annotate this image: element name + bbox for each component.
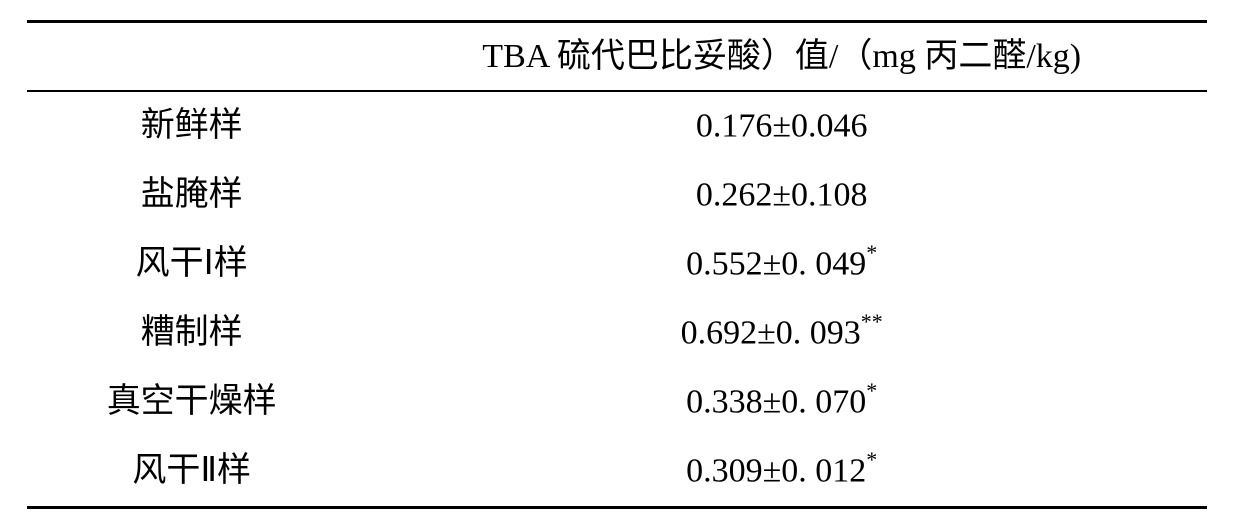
value-text: 0.262±0.108 (696, 176, 868, 213)
row-value: 0.552±0. 049* (357, 230, 1207, 299)
table-row: 盐腌样 0.262±0.108 (27, 161, 1207, 230)
row-label: 糟制样 (27, 299, 357, 368)
table-row: 糟制样 0.692±0. 093** (27, 299, 1207, 368)
table-row: 新鲜样 0.176±0.046 (27, 91, 1207, 161)
table-row: 风干Ⅰ样 0.552±0. 049* (27, 230, 1207, 299)
row-value: 0.338±0. 070* (357, 368, 1207, 437)
row-value: 0.692±0. 093** (357, 299, 1207, 368)
tba-table-container: TBA 硫代巴比妥酸）值/（mg 丙二醛/kg) 新鲜样 0.176±0.046… (27, 20, 1207, 509)
table-row: 风干Ⅱ样 0.309±0. 012* (27, 437, 1207, 508)
header-value-col: TBA 硫代巴比妥酸）值/（mg 丙二醛/kg) (357, 22, 1207, 92)
row-label: 新鲜样 (27, 91, 357, 161)
value-text: 0.309±0. 012 (686, 452, 866, 489)
value-text: 0.338±0. 070 (686, 383, 866, 420)
value-text: 0.692±0. 093 (681, 314, 861, 351)
table-body: 新鲜样 0.176±0.046 盐腌样 0.262±0.108 风干Ⅰ样 0.5… (27, 91, 1207, 508)
row-label: 风干Ⅰ样 (27, 230, 357, 299)
row-value: 0.262±0.108 (357, 161, 1207, 230)
header-label-col (27, 22, 357, 92)
value-text: 0.176±0.046 (696, 107, 868, 144)
row-value: 0.309±0. 012* (357, 437, 1207, 508)
row-label: 风干Ⅱ样 (27, 437, 357, 508)
row-label: 盐腌样 (27, 161, 357, 230)
tba-table: TBA 硫代巴比妥酸）值/（mg 丙二醛/kg) 新鲜样 0.176±0.046… (27, 20, 1207, 509)
value-sup: * (866, 378, 877, 403)
table-row: 真空干燥样 0.338±0. 070* (27, 368, 1207, 437)
row-label: 真空干燥样 (27, 368, 357, 437)
table-header-row: TBA 硫代巴比妥酸）值/（mg 丙二醛/kg) (27, 22, 1207, 92)
value-sup: * (866, 240, 877, 265)
row-value: 0.176±0.046 (357, 91, 1207, 161)
value-sup: ** (861, 309, 883, 334)
value-text: 0.552±0. 049 (686, 245, 866, 282)
value-sup: * (866, 447, 877, 472)
